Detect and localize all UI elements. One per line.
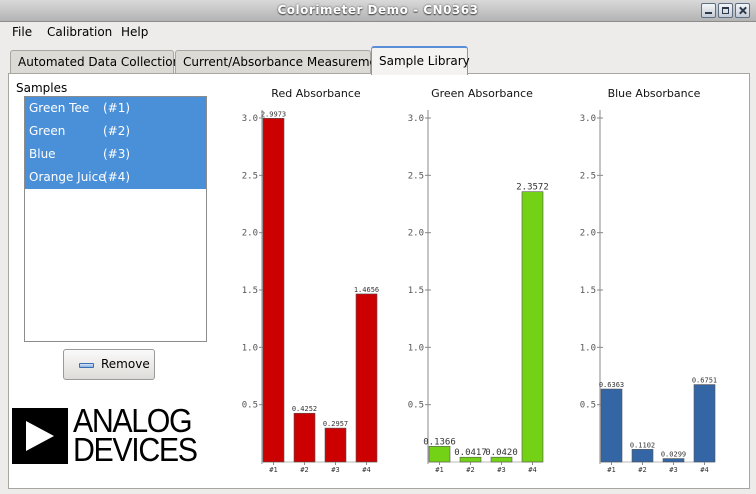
window-title: Colorimeter Demo - CN0363	[0, 3, 756, 17]
red-absorbance-y-tick-label: 2.0	[242, 229, 258, 239]
list-item[interactable]: Green (#2)	[25, 120, 206, 143]
sample-id: (#1)	[103, 97, 130, 120]
blue-absorbance-title: Blue Absorbance	[608, 87, 701, 100]
blue-absorbance-x-tick-label-4: #4	[700, 466, 708, 474]
remove-button[interactable]: Remove	[63, 349, 155, 380]
blue-absorbance-data-label-3: 0.0299	[661, 451, 686, 459]
green-absorbance-title: Green Absorbance	[431, 87, 533, 100]
blue-absorbance-x-tick-label-1: #1	[607, 466, 615, 474]
blue-absorbance-bar-3	[663, 459, 684, 462]
red-absorbance-chart: Red Absorbance 3.0 2.5 2.0 1.5 1.0 0.5 2.9973 #1…	[238, 85, 386, 477]
green-absorbance-bar-4	[522, 192, 543, 462]
list-item[interactable]: Blue (#3)	[25, 143, 206, 166]
green-absorbance-x-tick-label-4: #4	[528, 466, 536, 474]
window-titlebar: Colorimeter Demo - CN0363	[0, 0, 756, 22]
blue-absorbance-bar-4	[694, 385, 715, 462]
red-absorbance-data-label-2: 0.4252	[292, 405, 317, 413]
blue-absorbance-svg: Blue Absorbance 3.0 2.5 2.0 1.5 1.0 0.5 0.6363 #…	[576, 85, 724, 477]
blue-absorbance-bar-1	[601, 389, 622, 462]
red-absorbance-title: Red Absorbance	[271, 87, 361, 100]
blue-absorbance-data-label-2: 0.1102	[630, 441, 655, 449]
red-absorbance-svg: Red Absorbance 3.0 2.5 2.0 1.5 1.0 0.5 2.9973 #1…	[238, 85, 386, 477]
red-absorbance-data-label-4: 1.4656	[354, 286, 379, 294]
samples-label: Samples	[16, 81, 67, 95]
sample-name: Green	[29, 120, 65, 143]
red-absorbance-data-label-3: 0.2957	[323, 420, 348, 428]
blue-absorbance-x-tick-label-3: #3	[669, 466, 677, 474]
green-absorbance-x-tick-label-2: #2	[466, 466, 474, 474]
sample-id: (#4)	[103, 166, 130, 189]
maximize-icon[interactable]	[718, 3, 733, 18]
red-absorbance-y-tick-label: 1.5	[242, 286, 258, 296]
green-absorbance-x-tick-label-1: #1	[435, 466, 443, 474]
red-absorbance-bar-3	[325, 428, 346, 462]
logo-text-line2: DEVICES	[73, 435, 197, 465]
blue-absorbance-y-tick-label: 3.0	[580, 114, 596, 124]
samples-list[interactable]: Green Tee (#1) Green (#2) Blue (#3) Oran…	[24, 96, 207, 342]
red-absorbance-x-tick-label-4: #4	[362, 466, 370, 474]
green-absorbance-svg: Green Absorbance 3.0 2.5 2.0 1.5 1.0 0.5 0.1366…	[404, 85, 564, 477]
menu-help[interactable]: Help	[121, 25, 148, 39]
red-absorbance-data-label-1: 2.9973	[261, 110, 286, 118]
list-item[interactable]: Green Tee (#1)	[25, 97, 206, 120]
tab-automated-data-collection[interactable]: Automated Data Collection	[10, 50, 174, 74]
blue-absorbance-x-tick-label-2: #2	[638, 466, 646, 474]
blue-absorbance-y-tick-label: 1.0	[580, 343, 596, 353]
green-absorbance-y-tick-label: 3.0	[408, 114, 424, 124]
red-absorbance-x-tick-label-2: #2	[300, 466, 308, 474]
sample-name: Green Tee	[29, 97, 89, 120]
tab-current-absorbance-measurement[interactable]: Current/Absorbance Measurement	[175, 50, 371, 74]
blue-absorbance-y-tick-label: 2.5	[580, 171, 596, 181]
blue-absorbance-data-label-1: 0.6363	[599, 381, 624, 389]
minimize-icon[interactable]	[701, 3, 716, 18]
green-absorbance-y-tick-label: 2.5	[408, 171, 424, 181]
list-item[interactable]: Orange Juice (#4)	[25, 166, 206, 189]
minus-icon	[79, 363, 94, 368]
red-absorbance-x-tick-label-1: #1	[269, 466, 277, 474]
remove-button-label: Remove	[101, 357, 150, 371]
tab-bar: Automated Data Collection Current/Absorb…	[0, 44, 756, 74]
green-absorbance-bar-1	[429, 446, 450, 462]
close-icon[interactable]	[735, 3, 750, 18]
blue-absorbance-data-label-4: 0.6751	[692, 377, 717, 385]
menu-calibration[interactable]: Calibration	[47, 25, 112, 39]
green-absorbance-data-label-1: 0.1366	[423, 437, 456, 447]
green-absorbance-chart: Green Absorbance 3.0 2.5 2.0 1.5 1.0 0.5 0.1366…	[404, 85, 564, 477]
red-absorbance-y-tick-label: 1.0	[242, 343, 258, 353]
window-controls	[701, 3, 750, 18]
red-absorbance-bar-2	[294, 413, 315, 462]
blue-absorbance-y-tick-label: 0.5	[580, 401, 596, 411]
green-absorbance-y-tick-label: 1.0	[408, 343, 424, 353]
logo-triangle-icon	[12, 408, 68, 464]
green-absorbance-x-tick-label-3: #3	[497, 466, 505, 474]
menu-bar: File Calibration Help	[0, 22, 756, 43]
blue-absorbance-y-tick-label: 2.0	[580, 229, 596, 239]
menu-file[interactable]: File	[12, 25, 32, 39]
blue-absorbance-bar-2	[632, 449, 653, 462]
green-absorbance-data-label-4: 2.3572	[516, 183, 549, 193]
green-absorbance-y-tick-label: 1.5	[408, 286, 424, 296]
red-absorbance-y-tick-label: 3.0	[242, 114, 258, 124]
blue-absorbance-chart: Blue Absorbance 3.0 2.5 2.0 1.5 1.0 0.5 0.6363 #…	[576, 85, 724, 477]
sample-id: (#2)	[103, 120, 130, 143]
sample-name: Blue	[29, 143, 56, 166]
red-absorbance-y-tick-label: 2.5	[242, 171, 258, 181]
green-absorbance-y-tick-label: 2.0	[408, 229, 424, 239]
red-absorbance-bar-4	[356, 294, 377, 462]
green-absorbance-data-label-3: 0.0420	[485, 448, 518, 458]
green-absorbance-y-tick-label: 0.5	[408, 401, 424, 411]
red-absorbance-bar-1	[263, 118, 284, 462]
sample-name: Orange Juice	[29, 166, 106, 189]
tab-sample-library[interactable]: Sample Library	[371, 46, 468, 75]
red-absorbance-x-tick-label-3: #3	[331, 466, 339, 474]
green-absorbance-data-label-2: 0.0417	[454, 448, 487, 458]
analog-devices-logo: ANALOG DEVICES	[12, 407, 212, 467]
red-absorbance-y-tick-label: 0.5	[242, 401, 258, 411]
blue-absorbance-y-tick-label: 1.5	[580, 286, 596, 296]
sample-id: (#3)	[103, 143, 130, 166]
